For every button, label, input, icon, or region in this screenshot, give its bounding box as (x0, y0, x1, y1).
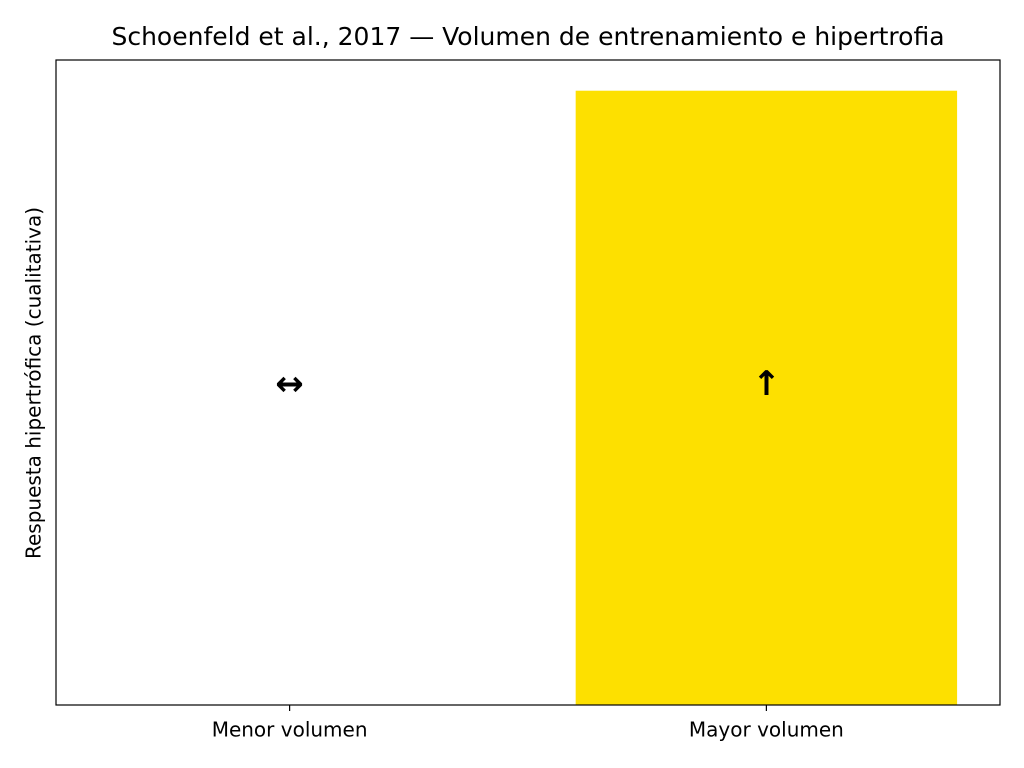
annotation: ↔ (275, 364, 304, 404)
chart-title: Schoenfeld et al., 2017 — Volumen de ent… (111, 22, 944, 51)
x-tick-label: Menor volumen (212, 718, 368, 742)
bar (575, 90, 958, 705)
annotation: ↑ (752, 364, 781, 404)
x-tick-label: Mayor volumen (689, 718, 844, 742)
y-axis-label: Respuesta hipertrófica (cualitativa) (22, 207, 46, 559)
plot-frame (55, 59, 1001, 706)
